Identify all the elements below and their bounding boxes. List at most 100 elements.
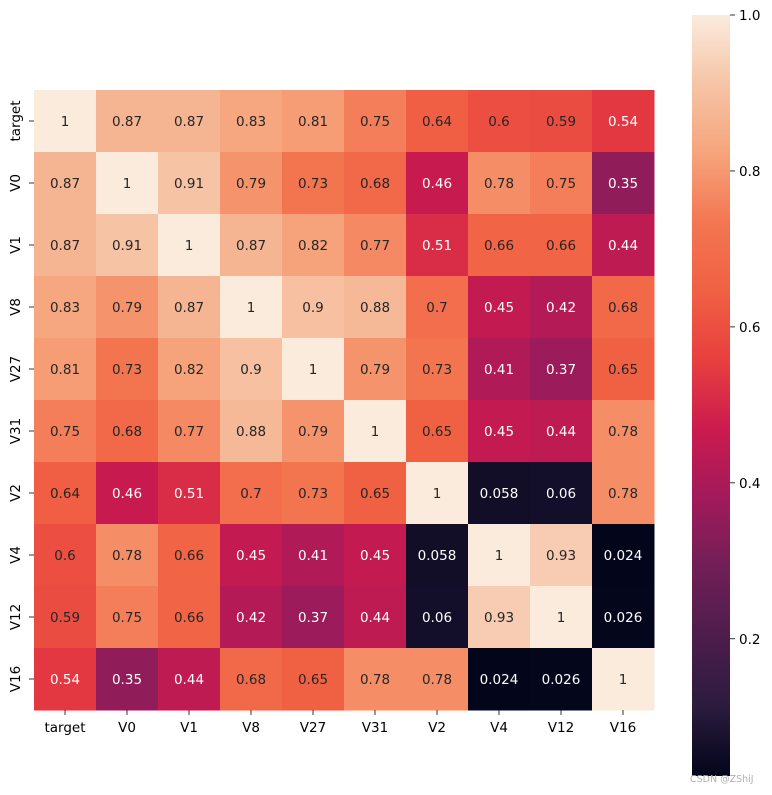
cell-value-label: 0.78 — [360, 672, 390, 688]
cell-value-label: 0.65 — [360, 486, 390, 502]
heatmap-cell-V4-V2 — [406, 524, 469, 587]
cell-value-label: 0.79 — [360, 362, 390, 378]
heatmap-cell-target-V16 — [592, 90, 655, 153]
heatmap-cell-V16-target — [34, 648, 97, 711]
heatmap-cell-V0-V0 — [96, 152, 159, 215]
y-tick-label: V31 — [8, 418, 24, 444]
cell-value-label: 1 — [123, 176, 132, 192]
cell-value-label: 0.75 — [50, 424, 80, 440]
heatmap-cell-V2-V2 — [406, 462, 469, 525]
cell-value-label: 0.68 — [112, 424, 142, 440]
heatmap-cell-V27-V12 — [530, 338, 593, 401]
cell-value-label: 0.45 — [360, 548, 390, 564]
heatmap-cell-V12-V0 — [96, 586, 159, 649]
heatmap-cell-V1-V0 — [96, 214, 159, 277]
heatmap-cell-V0-V1 — [158, 152, 221, 215]
heatmap-cell-V4-V27 — [282, 524, 345, 587]
cell-value-label: 0.82 — [174, 362, 204, 378]
heatmap-cell-target-V1 — [158, 90, 221, 153]
y-tick-label: V8 — [8, 298, 24, 316]
cell-value-label: 0.45 — [236, 548, 266, 564]
cell-value-label: 0.64 — [422, 114, 452, 130]
heatmap-cell-V0-V2 — [406, 152, 469, 215]
heatmap-cell-target-V12 — [530, 90, 593, 153]
heatmap-cell-V2-V31 — [344, 462, 407, 525]
heatmap-cell-V1-V1 — [158, 214, 221, 277]
heatmap-cell-V16-V1 — [158, 648, 221, 711]
heatmap-cell-V27-V1 — [158, 338, 221, 401]
heatmap-cell-V0-V8 — [220, 152, 283, 215]
cell-value-label: 0.88 — [360, 300, 390, 316]
y-tick-label: V1 — [8, 236, 24, 254]
cell-value-label: 0.66 — [546, 238, 576, 254]
heatmap-cell-V31-V27 — [282, 400, 345, 463]
cell-value-label: 0.44 — [546, 424, 576, 440]
heatmap-cell-V1-V12 — [530, 214, 593, 277]
cell-value-label: 0.75 — [112, 610, 142, 626]
heatmap-cell-V8-target — [34, 276, 97, 339]
heatmap-cell-V31-V2 — [406, 400, 469, 463]
cell-value-label: 0.73 — [298, 176, 328, 192]
heatmap-cell-V4-V4 — [468, 524, 531, 587]
heatmap-cell-V4-V31 — [344, 524, 407, 587]
y-tick-label: V0 — [8, 174, 24, 192]
heatmap-cell-V8-V2 — [406, 276, 469, 339]
heatmap-cell-V8-V4 — [468, 276, 531, 339]
colorbar-tick-label: 0.6 — [739, 320, 760, 336]
cell-value-label: 0.75 — [546, 176, 576, 192]
heatmap-cell-V27-V8 — [220, 338, 283, 401]
x-tick-label: V31 — [362, 720, 388, 736]
cell-value-label: 0.44 — [608, 238, 638, 254]
heatmap-cell-V2-V0 — [96, 462, 159, 525]
cell-value-label: 0.66 — [484, 238, 514, 254]
heatmap-cell-V31-V0 — [96, 400, 159, 463]
cell-value-label: 0.65 — [422, 424, 452, 440]
heatmap-cell-V8-V12 — [530, 276, 593, 339]
cell-value-label: 0.83 — [50, 300, 80, 316]
cell-value-label: 0.44 — [174, 672, 204, 688]
heatmap-cell-V2-V12 — [530, 462, 593, 525]
heatmap-cell-V2-V16 — [592, 462, 655, 525]
cell-value-label: 0.79 — [236, 176, 266, 192]
cell-value-label: 0.75 — [360, 114, 390, 130]
heatmap-cell-V12-V4 — [468, 586, 531, 649]
cell-value-label: 0.78 — [112, 548, 142, 564]
cell-value-label: 0.66 — [174, 610, 204, 626]
cell-value-label: 0.35 — [112, 672, 142, 688]
heatmap-cell-V12-V27 — [282, 586, 345, 649]
cell-value-label: 0.6 — [488, 114, 509, 130]
heatmap-cell-V0-V4 — [468, 152, 531, 215]
heatmap-cell-V2-V4 — [468, 462, 531, 525]
heatmap-cell-V16-V27 — [282, 648, 345, 711]
heatmap-cell-V16-V16 — [592, 648, 655, 711]
cell-value-label: 0.68 — [360, 176, 390, 192]
heatmap-cell-V1-V16 — [592, 214, 655, 277]
cell-value-label: 0.06 — [422, 610, 452, 626]
cell-value-label: 0.87 — [236, 238, 266, 254]
heatmap-cell-V2-V1 — [158, 462, 221, 525]
cell-value-label: 0.91 — [174, 176, 204, 192]
heatmap-cell-V12-V2 — [406, 586, 469, 649]
heatmap-cell-V2-V8 — [220, 462, 283, 525]
cell-value-label: 0.024 — [480, 672, 519, 688]
heatmap-cell-V27-V16 — [592, 338, 655, 401]
heatmap-cell-V8-V27 — [282, 276, 345, 339]
cell-value-label: 0.7 — [426, 300, 447, 316]
heatmap-cell-V16-V8 — [220, 648, 283, 711]
heatmap-cell-V8-V8 — [220, 276, 283, 339]
y-tick-label: V27 — [8, 356, 24, 382]
cell-value-label: 0.42 — [236, 610, 266, 626]
cell-value-label: 0.41 — [484, 362, 514, 378]
cell-value-label: 0.87 — [50, 176, 80, 192]
heatmap-cell-V12-V16 — [592, 586, 655, 649]
y-axis-ticks: target V0 V1 V8 V27 V31 V2 V4 V12 V16 — [8, 100, 34, 692]
cell-value-label: 0.9 — [302, 300, 323, 316]
heatmap-cell-V31-V4 — [468, 400, 531, 463]
cell-annotations: 1 0.87 0.87 0.83 0.81 0.75 0.64 0.6 0.59 0.54 0.87… — [50, 114, 642, 688]
heatmap-cell-V27-V4 — [468, 338, 531, 401]
heatmap-cell-V31-V16 — [592, 400, 655, 463]
heatmap-cell-target-V31 — [344, 90, 407, 153]
cell-value-label: 0.058 — [418, 548, 457, 564]
cell-value-label: 0.06 — [546, 486, 576, 502]
